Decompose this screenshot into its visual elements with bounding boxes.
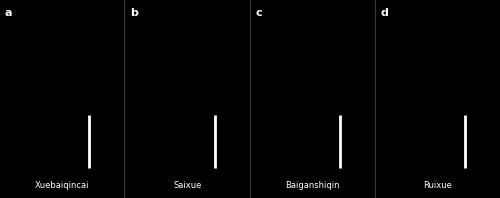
- Text: Ruixue: Ruixue: [424, 181, 452, 190]
- Text: Saixue: Saixue: [173, 181, 202, 190]
- Text: a: a: [5, 8, 12, 18]
- Text: c: c: [256, 8, 262, 18]
- Text: d: d: [380, 8, 388, 18]
- Text: Xuebaiqincai: Xuebaiqincai: [35, 181, 90, 190]
- Text: b: b: [130, 8, 138, 18]
- Text: Baiganshiqin: Baiganshiqin: [286, 181, 340, 190]
